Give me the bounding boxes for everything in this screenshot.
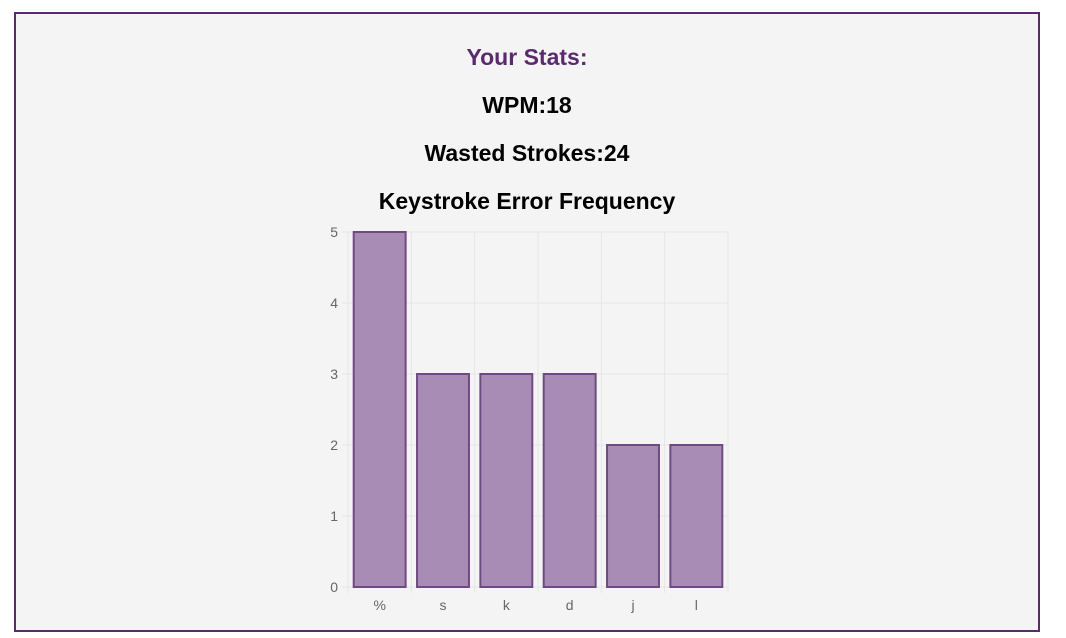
wasted-strokes-stat: Wasted Strokes:24 bbox=[424, 140, 630, 166]
y-tick-label: 1 bbox=[330, 508, 338, 524]
bar-l bbox=[669, 444, 724, 588]
x-tick-label: % bbox=[373, 597, 385, 613]
x-tick-label: l bbox=[695, 597, 698, 613]
x-tick-label: d bbox=[566, 597, 574, 613]
chart-title: Keystroke Error Frequency bbox=[378, 188, 676, 214]
x-tick-label: j bbox=[630, 597, 634, 613]
y-tick-label: 0 bbox=[330, 579, 338, 595]
chart-grid bbox=[342, 231, 729, 593]
error-frequency-chart: 0 1 2 3 4 5% s k d j l bbox=[330, 224, 729, 613]
y-tick-label: 3 bbox=[330, 366, 338, 382]
chart-bars bbox=[352, 231, 724, 588]
y-tick-label: 2 bbox=[330, 437, 338, 453]
chart-axes: 0 1 2 3 4 5% s k d j l bbox=[330, 224, 698, 613]
wpm-stat: WPM:18 bbox=[482, 92, 572, 118]
stats-panel: Your Stats: WPM:18 Wasted Strokes:24 Key… bbox=[14, 12, 1040, 632]
stats-title: Your Stats: bbox=[466, 44, 588, 70]
bar-k bbox=[479, 373, 534, 588]
bar-d bbox=[542, 373, 597, 588]
bar-s bbox=[416, 373, 470, 588]
x-tick-label: k bbox=[503, 597, 511, 613]
x-tick-label: s bbox=[440, 597, 447, 613]
bar-j bbox=[606, 444, 660, 588]
y-tick-label: 4 bbox=[330, 295, 338, 311]
bar-% bbox=[352, 231, 407, 588]
y-tick-label: 5 bbox=[330, 224, 338, 240]
